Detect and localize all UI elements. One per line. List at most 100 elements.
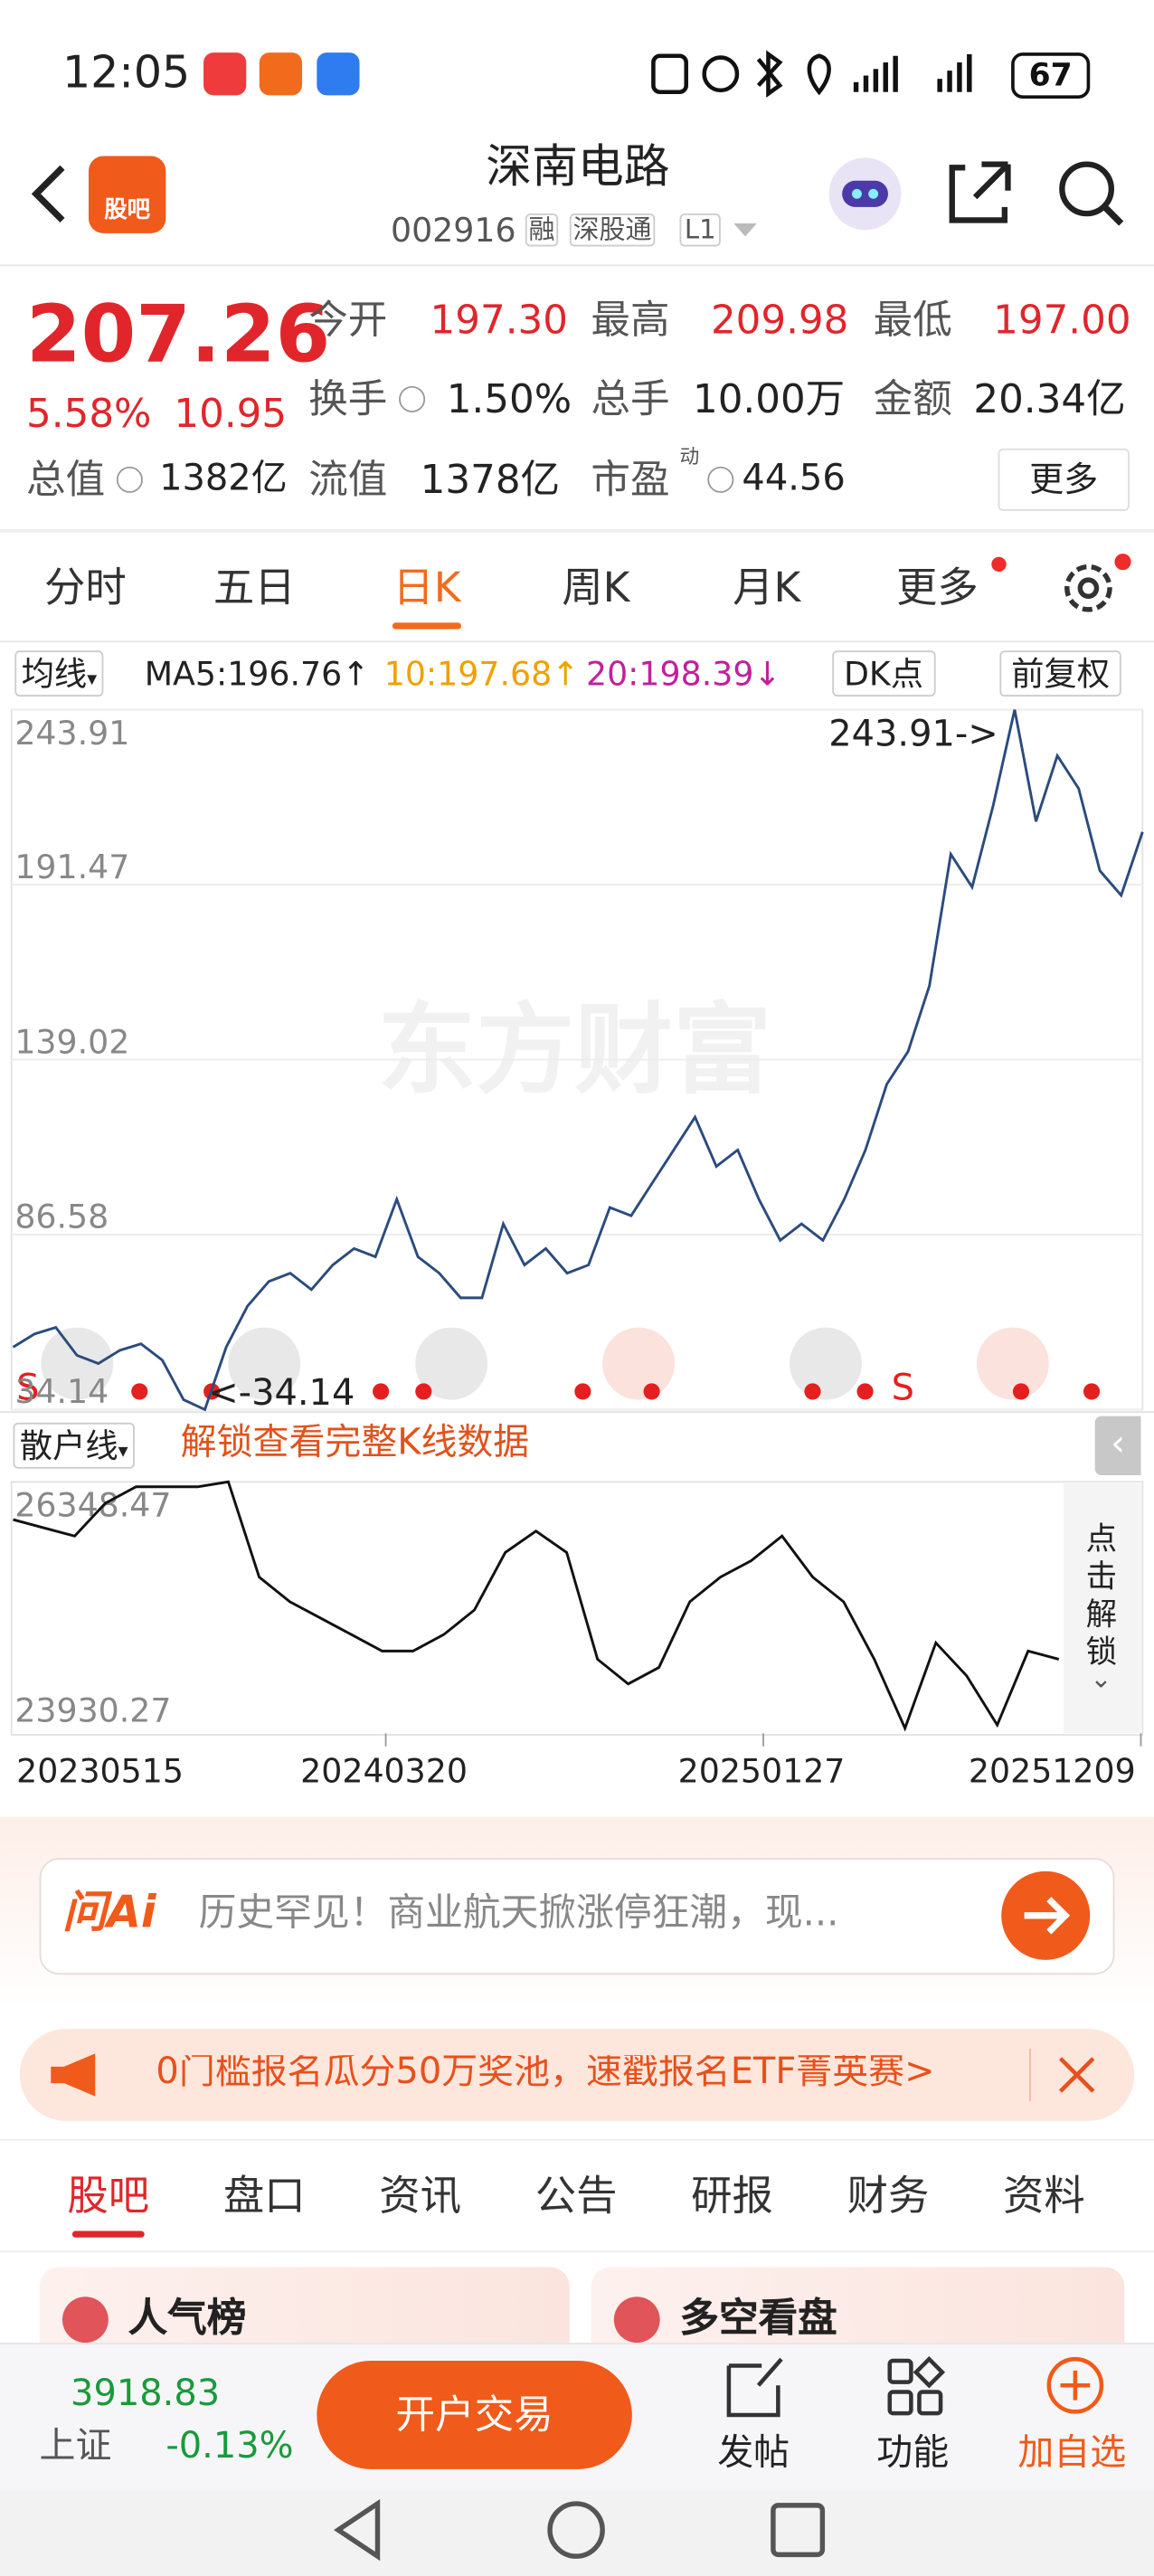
change: 10.95 — [174, 391, 288, 438]
field-value: 44.56 — [742, 458, 846, 500]
card-title: 多空看盘 — [679, 2295, 837, 2342]
back-button[interactable] — [23, 161, 71, 227]
promo-banner[interactable] — [19, 2029, 1135, 2121]
unlock-side[interactable]: 点击解锁 — [1085, 1520, 1118, 1672]
y-tick-label: 243.91 — [14, 714, 129, 753]
chart-frame — [10, 1481, 1144, 1736]
section-tab[interactable]: 财务 — [847, 2172, 930, 2220]
trade-button[interactable]: 开户交易 — [317, 2361, 632, 2469]
app-icon — [317, 52, 360, 96]
tab-indicator — [71, 2230, 145, 2238]
ai-go[interactable] — [999, 1870, 1092, 1964]
banner-text: 0门槛报名瓜分50万奖池，速戳报名ETF菁英赛> — [156, 2055, 935, 2092]
divider — [0, 1411, 1154, 1414]
settings-button[interactable] — [1057, 552, 1132, 620]
ma10: 10:197.68↑ — [383, 653, 580, 694]
unlock-arrow: ⌄ — [1090, 1662, 1112, 1694]
chart-tab[interactable]: 分时 — [43, 563, 127, 611]
card-icon — [613, 2297, 660, 2344]
field-value: 209.98 — [710, 297, 849, 344]
close-button[interactable] — [1055, 2053, 1098, 2096]
section-tab[interactable]: 研报 — [691, 2172, 773, 2220]
data-line — [13, 1480, 1060, 1732]
nav-buttons[interactable] — [312, 2497, 837, 2570]
action-label[interactable]: 加自选 — [1017, 2432, 1127, 2475]
card-icon — [61, 2297, 109, 2344]
dropdown-icon — [733, 223, 757, 237]
divider — [1029, 2048, 1031, 2102]
section-tab[interactable]: 资料 — [1002, 2172, 1085, 2220]
collapse-button[interactable]: ‹ — [1094, 1416, 1141, 1476]
y-tick-label: 86.58 — [14, 1198, 109, 1236]
chart-tab[interactable]: 月K — [733, 563, 801, 611]
ai-search[interactable] — [39, 1858, 1115, 1975]
chart-tab[interactable]: 更多 — [896, 563, 979, 611]
app-logo[interactable]: 股吧 — [89, 156, 166, 233]
chart-tab[interactable]: 日K — [393, 563, 461, 611]
app-icon — [259, 52, 302, 96]
field-value: 1378亿 — [420, 456, 561, 503]
signal-label: S — [892, 1367, 914, 1408]
indicator-name: 均线 — [21, 653, 88, 694]
dk-button[interactable]: DK点 — [832, 650, 935, 697]
y-tick-label: 139.02 — [14, 1022, 129, 1061]
ma20: 20:198.39↓ — [585, 653, 781, 694]
info-icon[interactable] — [116, 466, 143, 493]
field-value: 20.34亿 — [973, 375, 1126, 422]
section-tab[interactable]: 资讯 — [379, 2172, 462, 2220]
status-icons — [651, 50, 972, 98]
stock-name: 深南电路 — [486, 139, 670, 194]
header-actions — [828, 157, 1124, 231]
field-sup: 动 — [679, 445, 700, 469]
stock-code: 002916 — [390, 210, 516, 251]
more-button[interactable]: 更多 — [998, 448, 1130, 511]
field-label: 总手 — [591, 375, 670, 422]
info-icon[interactable] — [399, 385, 426, 412]
field-label: 换手 — [308, 375, 388, 422]
divider — [0, 528, 1154, 533]
tag: 融 — [525, 213, 559, 247]
action-label[interactable]: 发帖 — [717, 2432, 790, 2475]
field-label: 市盈 — [591, 456, 670, 503]
chart-tab[interactable]: 周K — [562, 563, 630, 611]
y-tick-label: 23930.27 — [14, 1690, 171, 1729]
field-label: 最高 — [591, 297, 670, 344]
chart-controls — [41, 1327, 1049, 1400]
action-icons — [726, 2355, 1104, 2418]
field-label: 金额 — [873, 375, 952, 422]
y-tick-label: 191.47 — [14, 848, 129, 886]
tag: L1 — [679, 213, 721, 247]
badge — [991, 556, 1007, 573]
adjust-button[interactable]: 前复权 — [999, 650, 1121, 697]
date-ticks — [384, 1733, 1142, 1747]
data-line — [12, 709, 1144, 1412]
section-tab[interactable]: 盘口 — [222, 2172, 306, 2220]
divider — [0, 264, 1154, 267]
field-label: 最低 — [873, 297, 952, 344]
indicator-select[interactable]: 均线▾ — [14, 650, 104, 697]
field-value: 1.50% — [446, 375, 572, 422]
divider — [0, 640, 1154, 643]
watermark: 东方财富 — [377, 993, 771, 1108]
divider — [0, 2138, 1154, 2141]
field-value: 197.00 — [993, 297, 1131, 344]
field-label: 今开 — [308, 297, 388, 344]
price: 207.26 — [26, 289, 331, 382]
section-tab[interactable]: 公告 — [534, 2172, 618, 2220]
section-tab[interactable]: 股吧 — [67, 2172, 150, 2220]
ma5: MA5:196.76↑ — [144, 653, 370, 694]
indicator-select[interactable]: 散户线▾ — [13, 1422, 135, 1469]
indicator-name: 散户线 — [19, 1425, 118, 1466]
unlock-link[interactable]: 解锁查看完整K线数据 — [180, 1422, 530, 1464]
status-time: 12:05 — [61, 47, 191, 99]
unlock-panel[interactable] — [1064, 1483, 1141, 1734]
action-label[interactable]: 功能 — [876, 2432, 950, 2475]
info-icon[interactable] — [707, 466, 734, 493]
chart-tab[interactable]: 五日 — [213, 563, 296, 611]
card-title: 人气榜 — [128, 2295, 247, 2342]
field-label: 流值 — [308, 456, 388, 503]
date-label: 20251209 — [968, 1751, 1136, 1791]
date-label: 20230515 — [16, 1751, 184, 1791]
